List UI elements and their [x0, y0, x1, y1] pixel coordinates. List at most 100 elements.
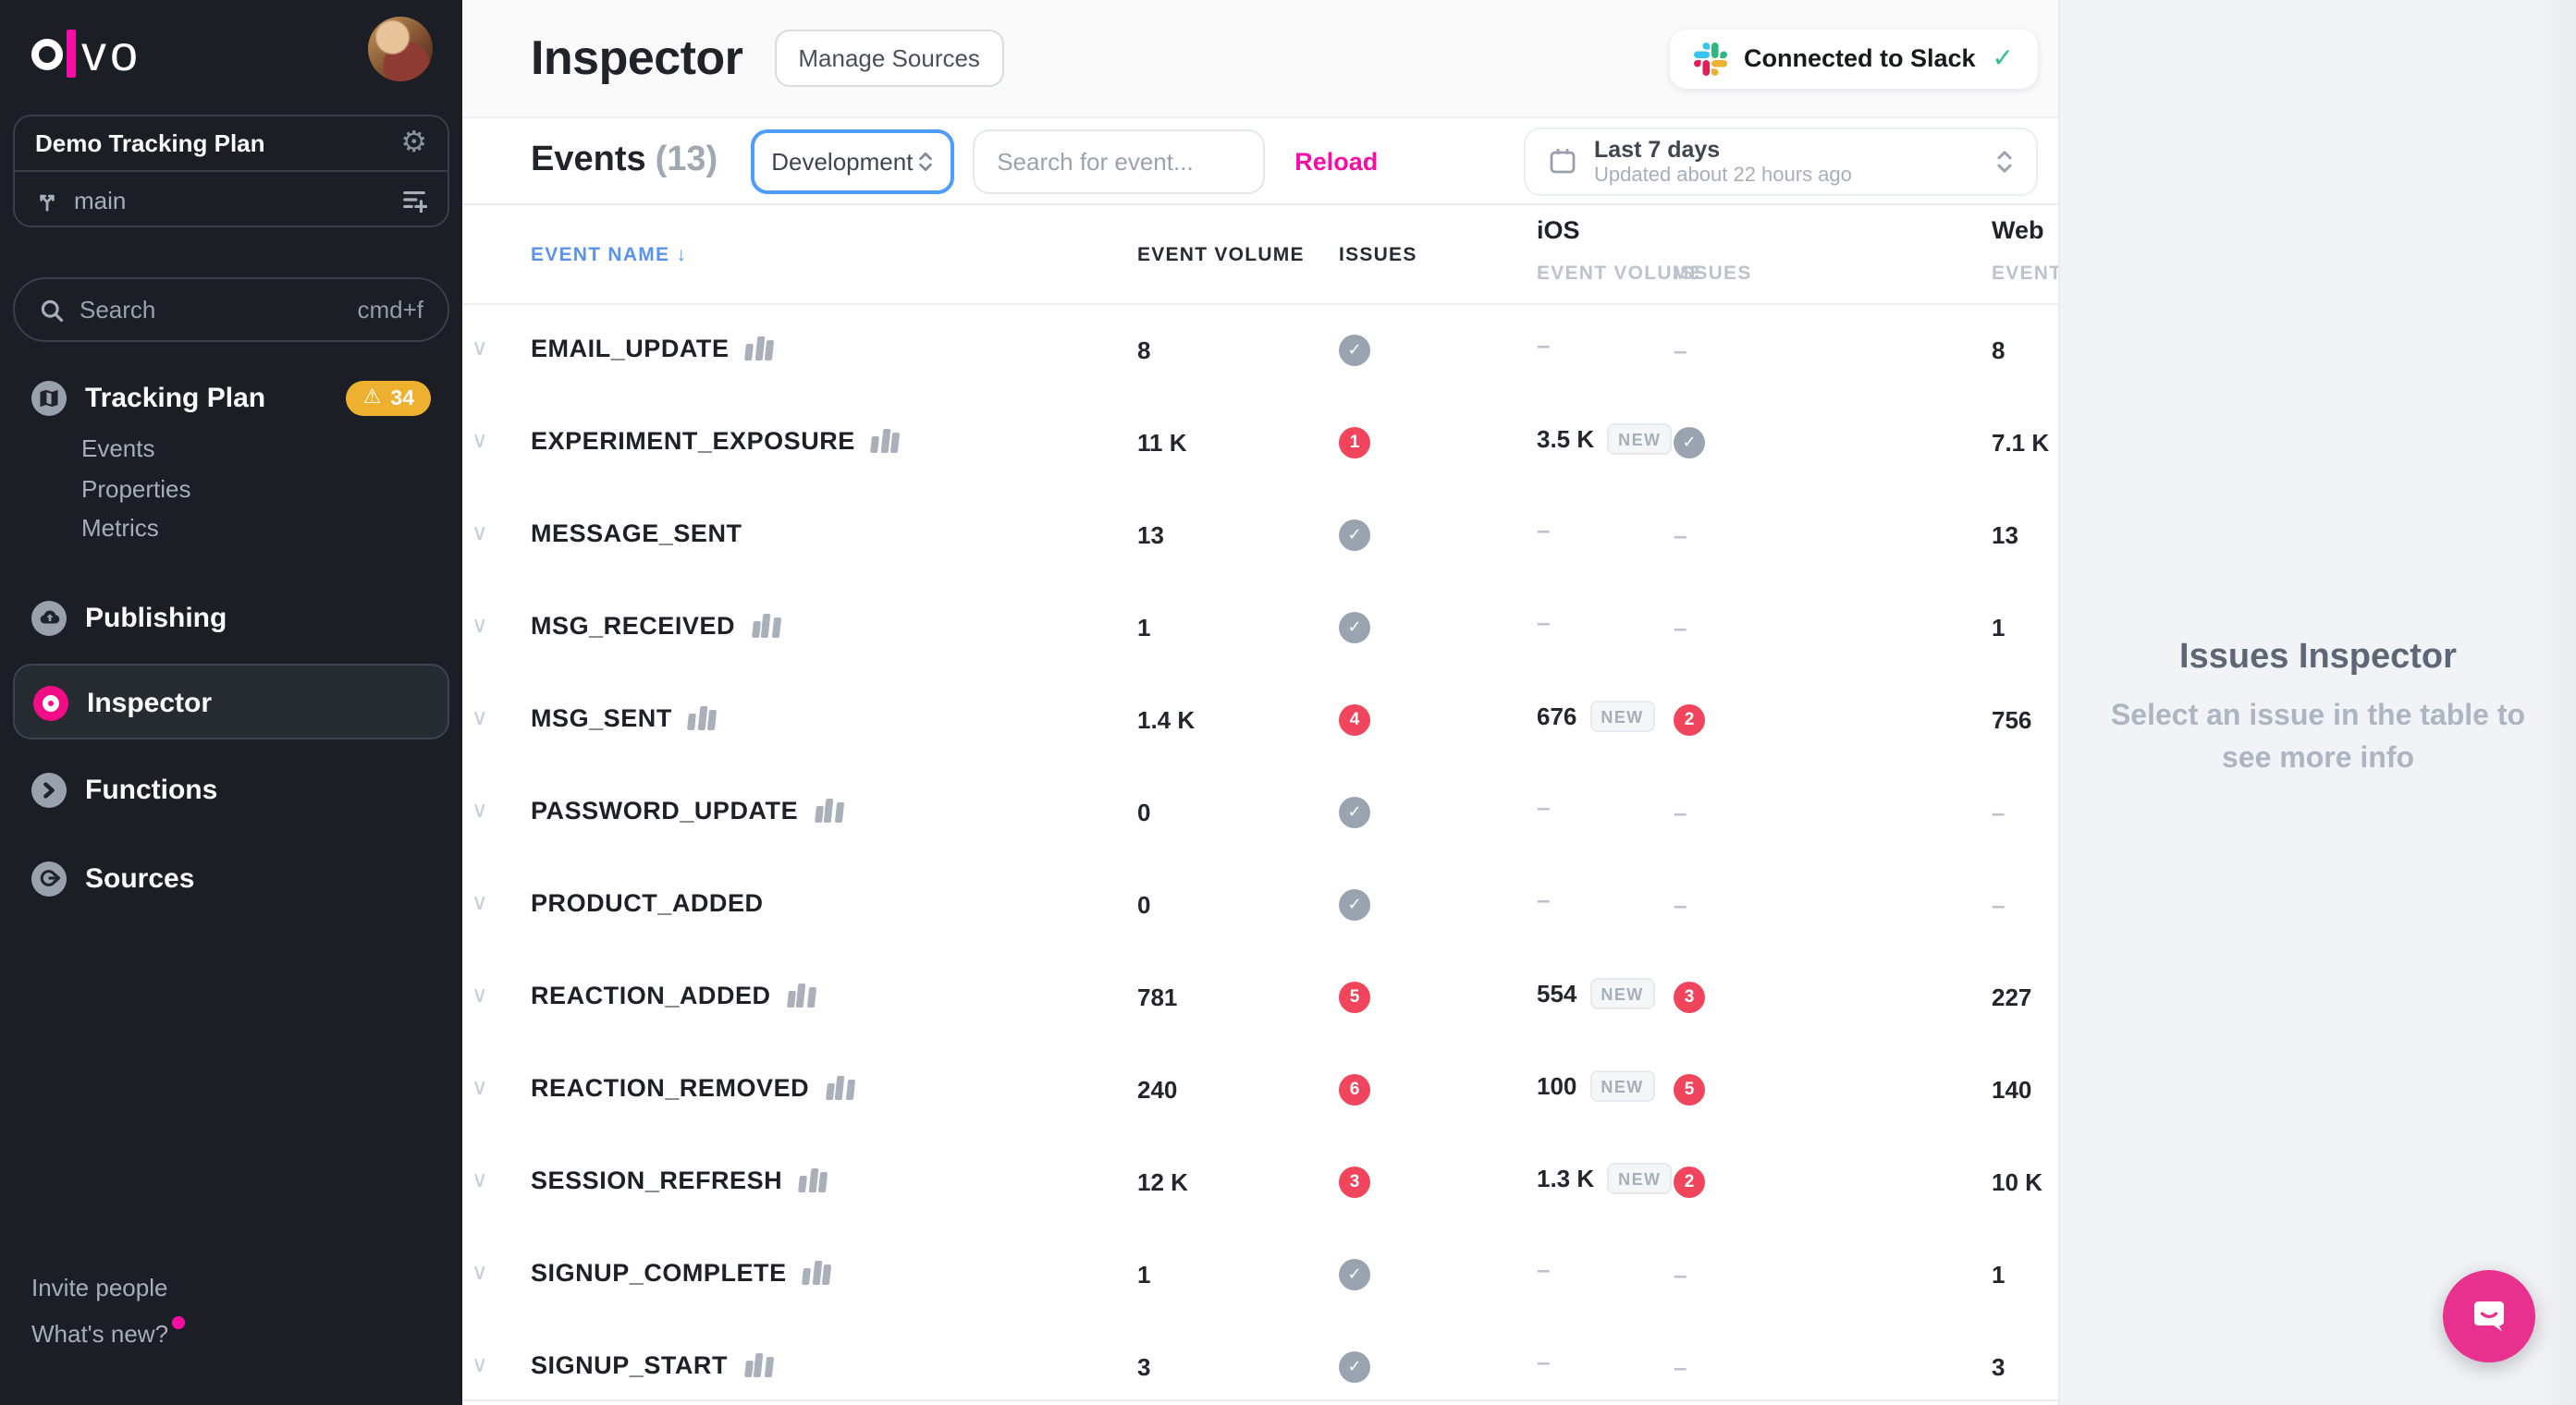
search-placeholder: Search: [80, 296, 156, 324]
event-chart-icon[interactable]: [786, 984, 816, 1008]
issues-badge[interactable]: ✓: [1339, 519, 1370, 551]
issues-badge[interactable]: 4: [1339, 704, 1370, 736]
issues-badge[interactable]: 3: [1339, 1167, 1370, 1198]
column-event-volume[interactable]: EVENT VOLUME: [1137, 244, 1305, 266]
ios-issues-badge[interactable]: 5: [1674, 1074, 1705, 1106]
row-expand-chevron-icon[interactable]: ∨: [472, 335, 488, 360]
row-expand-chevron-icon[interactable]: ∨: [472, 427, 488, 453]
sidebar-item-metrics[interactable]: Metrics: [81, 514, 159, 542]
issues-badge[interactable]: ✓: [1339, 797, 1370, 828]
event-chart-icon[interactable]: [687, 706, 718, 730]
issues-badge[interactable]: ✓: [1339, 335, 1370, 366]
event-chart-icon[interactable]: [814, 799, 843, 823]
issues-badge[interactable]: 5: [1339, 982, 1370, 1013]
row-expand-chevron-icon[interactable]: ∨: [472, 1259, 488, 1285]
main-content: Inspector Manage Sources Connected to Sl…: [462, 0, 2058, 1405]
date-range-select[interactable]: Last 7 days Updated about 22 hours ago: [1524, 127, 2038, 195]
table-row[interactable]: ∨ EXPERIMENT_EXPOSURE 11 K 1 3.5 K NEW ✓…: [462, 397, 2058, 490]
row-expand-chevron-icon[interactable]: ∨: [472, 1351, 488, 1377]
event-chart-icon[interactable]: [825, 1076, 854, 1100]
ios-volume-value: –: [1537, 886, 1551, 913]
slack-status-pill[interactable]: Connected to Slack ✓: [1669, 29, 2038, 88]
ios-issues-badge[interactable]: –: [1674, 1261, 1687, 1289]
ios-issues-badge[interactable]: ✓: [1674, 427, 1705, 458]
sidebar-item-events[interactable]: Events: [81, 434, 155, 462]
column-ios-event-volume[interactable]: EVENT VOLUME: [1537, 263, 1704, 285]
ios-issues-badge[interactable]: 3: [1674, 982, 1705, 1013]
sidebar-search[interactable]: Search cmd+f: [13, 277, 449, 342]
event-chart-icon[interactable]: [751, 614, 780, 638]
user-avatar[interactable]: [368, 17, 433, 81]
event-name-label: SESSION_REFRESH: [531, 1167, 783, 1194]
event-search-input[interactable]: [973, 128, 1266, 193]
ios-issues-badge[interactable]: –: [1674, 336, 1687, 364]
issues-badge[interactable]: 6: [1339, 1074, 1370, 1106]
column-event-name[interactable]: EVENT NAME ↓: [531, 244, 687, 266]
column-issues[interactable]: ISSUES: [1339, 244, 1417, 266]
table-row[interactable]: ∨ SIGNUP_COMPLETE 1 ✓ – NEW – 1: [462, 1229, 2058, 1322]
select-stepper-icon: [919, 151, 933, 171]
issues-badge[interactable]: ✓: [1339, 1351, 1370, 1383]
event-chart-icon[interactable]: [870, 429, 901, 453]
sidebar-item-functions[interactable]: Functions: [31, 769, 217, 810]
gear-icon[interactable]: ⚙: [400, 127, 427, 158]
web-volume-value: 13: [1992, 521, 2018, 549]
avo-logo[interactable]: vo: [31, 26, 141, 81]
tracking-plan-warning-badge[interactable]: ⚠ 34: [346, 381, 431, 416]
row-expand-chevron-icon[interactable]: ∨: [472, 704, 488, 730]
new-branch-icon[interactable]: [401, 187, 427, 213]
row-expand-chevron-icon[interactable]: ∨: [472, 1167, 488, 1192]
row-expand-chevron-icon[interactable]: ∨: [472, 612, 488, 638]
row-expand-chevron-icon[interactable]: ∨: [472, 1074, 488, 1100]
issues-badge[interactable]: ✓: [1339, 889, 1370, 921]
environment-select[interactable]: Development: [751, 128, 955, 193]
sidebar-item-inspector[interactable]: Inspector: [33, 682, 212, 723]
table-row[interactable]: ∨ PRODUCT_ADDED 0 ✓ – NEW – –: [462, 860, 2058, 952]
event-chart-icon[interactable]: [802, 1261, 831, 1285]
branch-row[interactable]: main: [15, 172, 448, 227]
row-expand-chevron-icon[interactable]: ∨: [472, 889, 488, 915]
ios-issues-badge[interactable]: 2: [1674, 704, 1705, 736]
row-expand-chevron-icon[interactable]: ∨: [472, 519, 488, 545]
table-row[interactable]: ∨ SESSION_REFRESH 12 K 3 1.3 K NEW 2 10 …: [462, 1137, 2058, 1229]
table-row[interactable]: ∨ REACTION_REMOVED 240 6 100 NEW 5 140: [462, 1045, 2058, 1137]
ios-issues-badge[interactable]: –: [1674, 891, 1687, 919]
table-row[interactable]: ∨ MSG_SENT 1.4 K 4 676 NEW 2 756: [462, 675, 2058, 767]
table-row[interactable]: ∨ PASSWORD_UPDATE 0 ✓ – NEW – –: [462, 767, 2058, 860]
invite-people-link[interactable]: Invite people: [31, 1274, 168, 1301]
event-chart-icon[interactable]: [798, 1168, 828, 1192]
sidebar-item-properties[interactable]: Properties: [81, 475, 191, 503]
ios-issues-badge[interactable]: –: [1674, 521, 1687, 549]
table-row[interactable]: ∨ MSG_RECEIVED 1 ✓ – NEW – 1: [462, 582, 2058, 675]
event-chart-icon[interactable]: [744, 336, 774, 360]
event-chart-icon[interactable]: [743, 1353, 773, 1377]
ios-issues-badge[interactable]: –: [1674, 1353, 1687, 1381]
column-web-event-volume[interactable]: EVENT VOLUME: [1992, 263, 2058, 285]
reload-link[interactable]: Reload: [1294, 147, 1379, 175]
ios-issues-badge[interactable]: –: [1674, 614, 1687, 641]
issues-badge[interactable]: ✓: [1339, 1259, 1370, 1290]
chat-launcher-button[interactable]: [2443, 1270, 2535, 1362]
issues-badge[interactable]: 1: [1339, 427, 1370, 458]
web-volume-value: 756: [1992, 706, 2032, 734]
table-row[interactable]: ∨ REACTION_ADDED 781 5 554 NEW 3 227: [462, 952, 2058, 1045]
ios-issues-badge[interactable]: 2: [1674, 1167, 1705, 1198]
table-row[interactable]: ∨ EMAIL_UPDATE 8 ✓ – NEW – 8: [462, 305, 2058, 397]
sidebar-item-sources[interactable]: Sources: [31, 858, 194, 898]
row-expand-chevron-icon[interactable]: ∨: [472, 982, 488, 1008]
issues-badge[interactable]: ✓: [1339, 612, 1370, 643]
event-volume-value: 1: [1137, 1261, 1151, 1289]
table-row[interactable]: ∨ MESSAGE_SENT 13 ✓ – NEW – 13: [462, 490, 2058, 582]
column-ios-issues[interactable]: ISSUES: [1674, 263, 1752, 285]
row-expand-chevron-icon[interactable]: ∨: [472, 797, 488, 823]
inspector-icon: [33, 685, 68, 720]
table-row[interactable]: ∨ SIGNUP_START 3 ✓ – NEW – 3: [462, 1322, 2058, 1405]
web-volume-value: 7.1 K: [1992, 429, 2050, 457]
whats-new-link[interactable]: What's new?: [31, 1316, 186, 1348]
sidebar-item-tracking-plan[interactable]: Tracking Plan: [31, 377, 265, 418]
manage-sources-button[interactable]: Manage Sources: [774, 30, 1004, 87]
functions-label: Functions: [85, 774, 218, 805]
workspace-row[interactable]: Demo Tracking Plan ⚙: [15, 116, 448, 172]
ios-issues-badge[interactable]: –: [1674, 799, 1687, 826]
sidebar-item-publishing[interactable]: Publishing: [31, 597, 227, 638]
